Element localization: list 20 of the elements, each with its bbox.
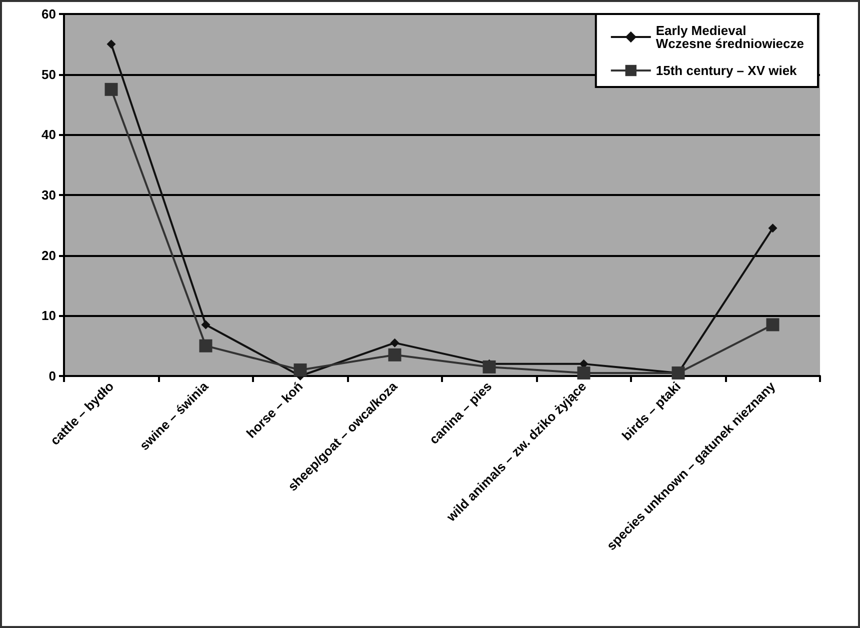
point <box>201 320 210 330</box>
point <box>766 318 780 332</box>
point <box>199 339 212 352</box>
legend-label: Early Medieval Wczesne średniowiecze <box>656 23 804 51</box>
y-tick-label: 40 <box>42 127 56 142</box>
point <box>482 360 496 374</box>
point <box>106 40 116 49</box>
point <box>104 82 118 96</box>
y-tick-label: 20 <box>42 248 56 263</box>
point <box>577 366 590 380</box>
point <box>768 224 778 233</box>
point <box>388 348 402 362</box>
y-tick-label: 50 <box>42 66 56 82</box>
point <box>294 363 307 376</box>
y-tick-label: 60 <box>42 6 56 22</box>
point <box>390 338 400 348</box>
y-tick-label: 10 <box>42 308 56 324</box>
y-tick-label: 0 <box>48 368 56 384</box>
y-tick-label: 30 <box>42 188 56 202</box>
legend-label: 15th century – XV wiek <box>656 63 798 78</box>
